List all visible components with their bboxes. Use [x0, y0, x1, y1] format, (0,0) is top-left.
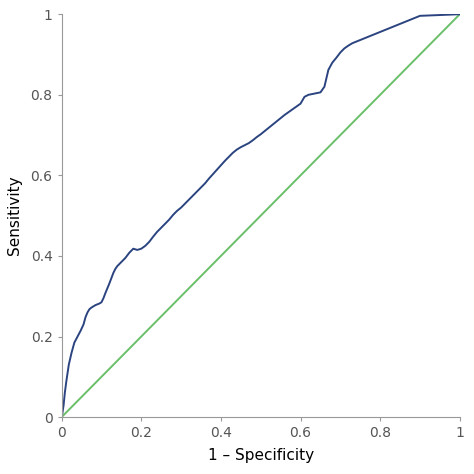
Y-axis label: Sensitivity: Sensitivity	[7, 176, 22, 255]
X-axis label: 1 – Specificity: 1 – Specificity	[208, 448, 314, 464]
